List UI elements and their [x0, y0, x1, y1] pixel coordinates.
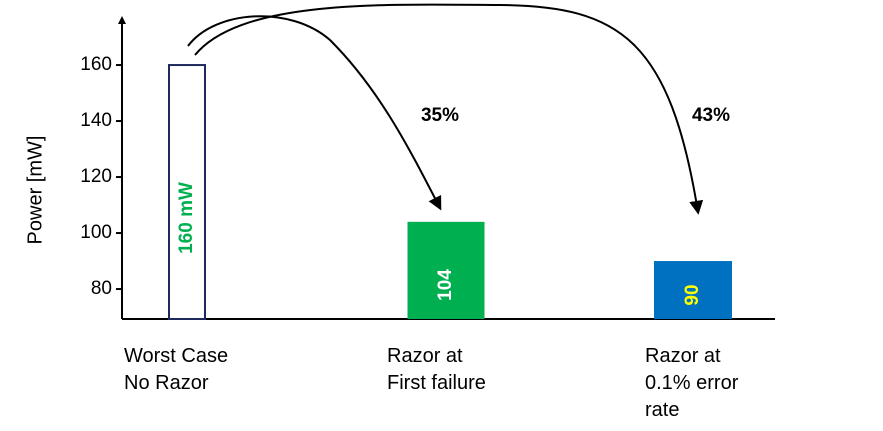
- y-tick-label: 120: [80, 166, 112, 187]
- bar: [654, 261, 732, 319]
- y-tick-label: 100: [80, 222, 112, 243]
- data-label: 160 mW: [176, 182, 197, 254]
- y-tick-label: 160: [80, 54, 112, 75]
- y-axis-label: Power [mW]: [24, 136, 46, 245]
- arrow: [194, 3, 704, 215]
- y-axis-arrow: [118, 16, 126, 24]
- x-tick-label: Worst Case No Razor: [124, 345, 229, 394]
- y-tick-label: 140: [80, 110, 112, 131]
- x-tick-label: Razor at 0.1% error rate: [645, 345, 739, 421]
- data-label: 104: [435, 269, 456, 301]
- annotation: 35%: [421, 105, 459, 126]
- y-tick-label: 80: [91, 278, 112, 299]
- data-label: 90: [682, 284, 703, 305]
- annotation: 43%: [692, 105, 730, 126]
- x-tick-label: Razor at First failure: [387, 345, 486, 394]
- arrow: [187, 15, 442, 211]
- bar: [168, 64, 206, 321]
- bar: [407, 221, 485, 319]
